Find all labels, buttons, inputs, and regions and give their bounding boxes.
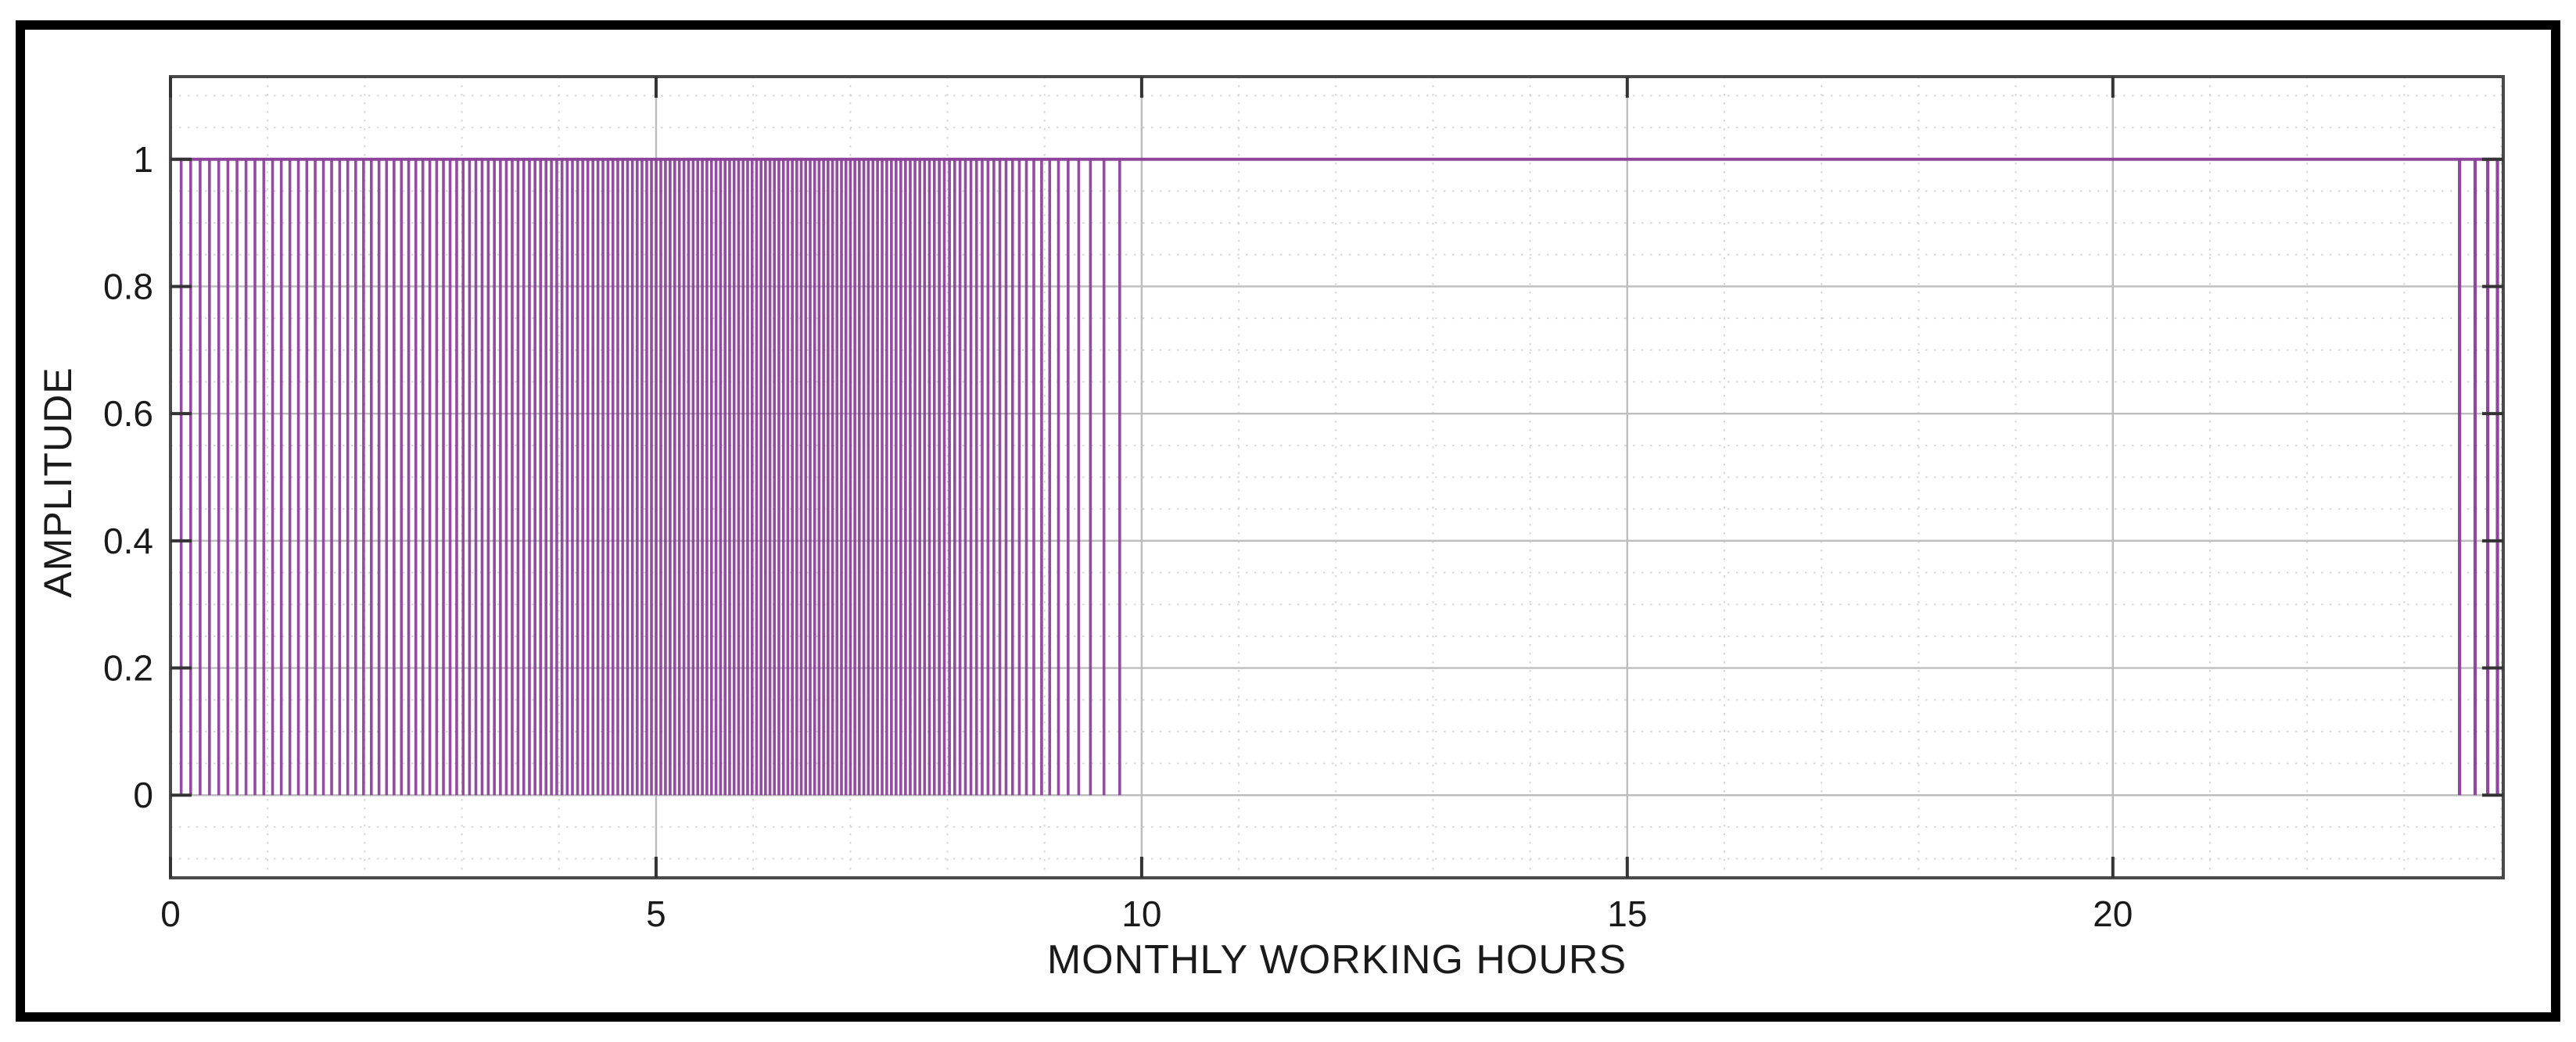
axis-border	[169, 75, 2505, 879]
y-tick-label: 0	[133, 775, 153, 815]
x-tick-label: 10	[1121, 893, 1161, 934]
x-tick-label: 5	[646, 893, 666, 934]
x-tick-label: 0	[160, 893, 181, 934]
x-tick-label: 15	[1607, 893, 1647, 934]
y-tick-label: 0.2	[103, 648, 153, 689]
y-tick-label: 0.8	[103, 266, 153, 306]
y-tick-label: 0.4	[103, 521, 153, 561]
y-tick-label: 1	[133, 139, 153, 180]
y-axis-title: AMPLITUDE	[36, 367, 80, 598]
x-tick-label: 20	[2093, 893, 2133, 934]
x-axis-title: MONTHLY WORKING HOURS	[1046, 937, 1627, 983]
figure-frame	[16, 20, 2560, 1022]
y-tick-label: 0.6	[103, 393, 153, 434]
